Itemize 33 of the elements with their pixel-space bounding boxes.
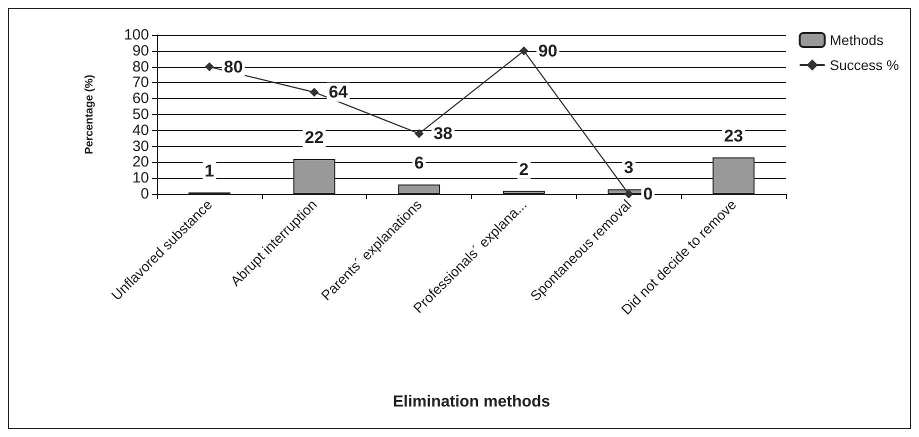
legend-label: Methods: [830, 32, 884, 48]
y-tick-label: 80: [132, 58, 149, 76]
point: [624, 190, 634, 198]
data-label: 90: [538, 41, 558, 60]
y-tick-label: 50: [132, 106, 149, 123]
y-tick-label: 70: [132, 74, 149, 92]
point: [519, 46, 528, 56]
y-tick-label: 20: [132, 154, 149, 171]
y-tick-label: 90: [132, 42, 149, 60]
y-axis-title: Percentage (%): [84, 74, 96, 154]
y-tick-label: 0: [140, 186, 149, 202]
point: [310, 88, 319, 97]
y-tick-label: 100: [124, 26, 149, 44]
point: [414, 129, 424, 138]
data-label: 3: [624, 158, 634, 178]
data-label: 23: [724, 126, 744, 146]
data-label: 64: [328, 82, 348, 102]
data-label: 2: [519, 160, 529, 179]
y-tick-label: 30: [132, 138, 149, 155]
y-tick-label: 40: [132, 122, 149, 139]
point: [204, 62, 214, 72]
y-tick-label: 10: [132, 170, 149, 187]
data-label: 6: [414, 153, 424, 172]
data-label: 38: [434, 124, 453, 144]
data-label: 22: [304, 128, 324, 148]
legend-label: Success %: [830, 57, 899, 73]
y-tick-label: 60: [132, 90, 149, 108]
bar: [502, 190, 545, 194]
data-label: 0: [643, 184, 653, 204]
data-label: 80: [224, 57, 243, 76]
data-label: 1: [204, 161, 214, 180]
bar: [398, 184, 440, 194]
x-axis-title: Elimination methods: [392, 394, 550, 410]
